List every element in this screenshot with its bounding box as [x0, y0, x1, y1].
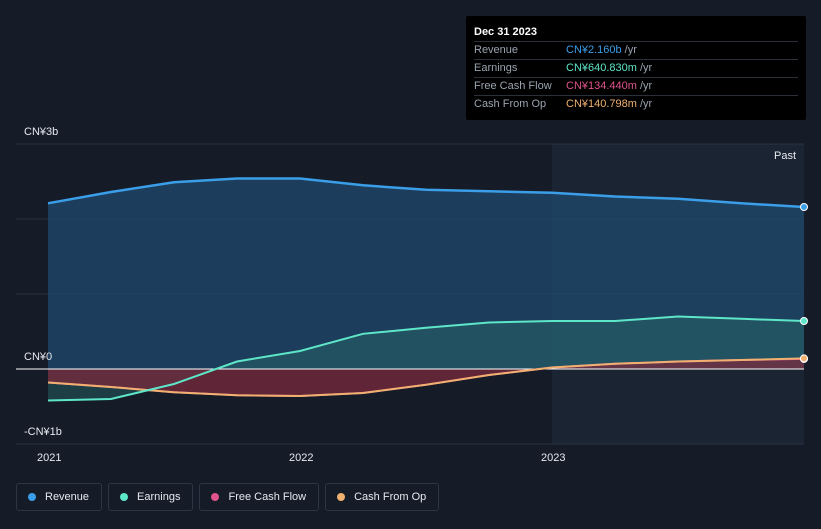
- legend-item-free-cash-flow[interactable]: Free Cash Flow: [199, 483, 320, 511]
- x-tick-label-2022: 2022: [289, 452, 314, 464]
- tooltip-value: CN¥640.830m: [566, 62, 637, 74]
- tooltip-label: Free Cash Flow: [474, 80, 552, 92]
- legend-label: Free Cash Flow: [228, 491, 307, 503]
- tooltip-label: Revenue: [474, 44, 519, 56]
- legend-dot-icon: [28, 493, 36, 501]
- legend-item-earnings[interactable]: Earnings: [108, 483, 194, 511]
- tooltip-row-earnings: Earnings CN¥640.830m /yr: [474, 59, 798, 77]
- tooltip-unit: /yr: [639, 98, 653, 110]
- y-tick-label-top: CN¥3b: [24, 126, 59, 138]
- revenue-line: [47, 177, 805, 209]
- tooltip-row-free-cash-flow: Free Cash Flow CN¥134.440m /yr: [474, 77, 798, 95]
- legend-label: Earnings: [137, 491, 181, 503]
- x-tick-label-2023: 2023: [541, 452, 566, 464]
- cash-from-op-line: [47, 357, 805, 398]
- tooltip-value: CN¥2.160b: [566, 44, 622, 56]
- tooltip-unit: /yr: [624, 44, 637, 56]
- y-tick-label-zero: CN¥0: [24, 351, 53, 363]
- tooltip-unit: /yr: [639, 62, 653, 74]
- cash-from-op-end-point: [800, 354, 808, 363]
- earnings-line: [47, 315, 805, 402]
- tooltip-label: Cash From Op: [474, 98, 547, 110]
- tooltip-value: CN¥140.798m: [566, 98, 637, 110]
- tooltip-value: CN¥134.440m: [566, 80, 637, 92]
- legend-dot-icon: [120, 493, 129, 501]
- chart-legend: Revenue Earnings Free Cash Flow Cash Fro…: [16, 483, 440, 511]
- past-region-label: Past: [774, 150, 797, 162]
- earnings-end-point: [800, 317, 808, 325]
- free-cash-flow-area: [48, 358, 804, 396]
- x-tick-label-2021: 2021: [37, 452, 62, 464]
- legend-dot-icon: [337, 493, 346, 501]
- y-tick-label-bottom: -CN¥1b: [24, 426, 62, 438]
- legend-item-cash-from-op[interactable]: Cash From Op: [325, 483, 440, 511]
- legend-label: Revenue: [45, 491, 90, 503]
- tooltip-row-cash-from-op: Cash From Op CN¥140.798m /yr: [474, 95, 798, 113]
- tooltip-date: Dec 31 2023: [474, 26, 537, 38]
- legend-item-revenue[interactable]: Revenue: [16, 483, 103, 511]
- earnings-area: [48, 316, 804, 401]
- legend-dot-icon: [211, 493, 220, 501]
- data-tooltip: Dec 31 2023 Revenue CN¥2.160b /yr Earnin…: [466, 16, 806, 120]
- tooltip-row-revenue: Revenue CN¥2.160b /yr: [474, 41, 798, 59]
- revenue-end-point: [800, 203, 808, 211]
- legend-label: Cash From Op: [354, 491, 427, 503]
- tooltip-label: Earnings: [474, 62, 518, 74]
- tooltip-unit: /yr: [639, 80, 653, 92]
